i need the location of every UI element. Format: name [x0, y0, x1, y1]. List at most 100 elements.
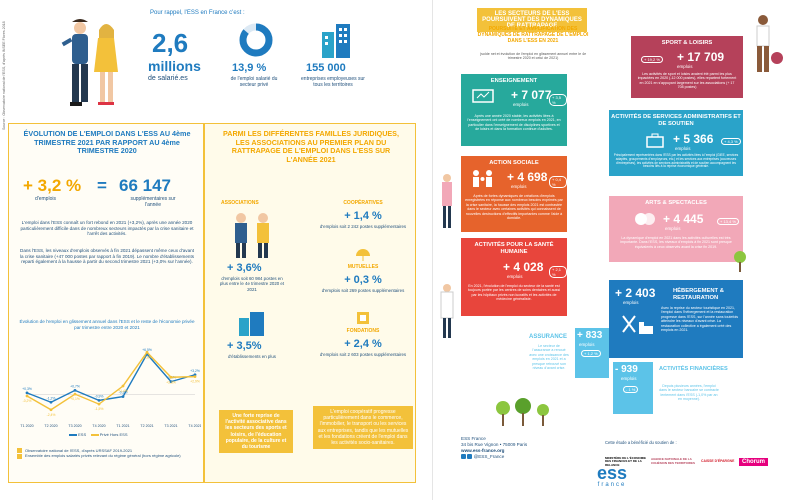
- sector-finance-value: - 939: [615, 364, 638, 375]
- evolution-section: ÉVOLUTION DE L'EMPLOI DANS L'ESS AU 4ème…: [8, 123, 204, 483]
- sector-enseignement-value: + 7 077: [511, 88, 552, 102]
- sector-finance-name: ACTIVITÉS FINANCIÈRES: [659, 366, 728, 372]
- sector-hebergement-name: HÉBERGEMENT & RESTAURATION: [673, 288, 724, 301]
- data-label: -0,9%: [95, 394, 104, 398]
- sector-finance-unit: emplois: [621, 376, 637, 381]
- evolution-line-chart: T1 2020 T2 2020 T3 2020 T4 2020 T1 2021 T2 20…: [20, 348, 201, 428]
- data-point: [49, 400, 53, 404]
- mutuelles-pct: + 0,3 %: [344, 274, 382, 286]
- x-tick-label: T2 2020: [44, 424, 57, 428]
- legend-swatch-prive: [90, 433, 99, 436]
- buildings-icon: [322, 24, 350, 58]
- data-label: +3,2%: [190, 369, 200, 373]
- legend-ess: ESS: [78, 432, 87, 437]
- sector-assurance-badge: + 833 emplois + 1,2 %: [575, 328, 609, 378]
- sector-services: ACTIVITÉS DE SERVICES ADMINISTRATIFS ET …: [609, 110, 743, 176]
- logo-france: france: [597, 482, 627, 488]
- evolution-pct: + 3,2 %: [23, 176, 82, 195]
- data-point: [97, 398, 101, 402]
- data-point: [169, 380, 173, 384]
- data-label: +6,5%: [142, 348, 152, 352]
- sector-arts-name: ARTS & SPECTACLES: [645, 200, 707, 206]
- x-tick-label: T4 2021: [188, 424, 201, 428]
- sector-finance-pct: - 1 %: [623, 386, 639, 393]
- evolution-para-1: L'emploi dans l'ESS connaît un fort rebo…: [20, 220, 194, 237]
- note-1: Observatoire national de l'ESS, d'après …: [17, 448, 197, 454]
- sector-action-sociale-unit: emplois: [511, 184, 527, 189]
- data-point: [193, 375, 197, 379]
- sectors-note: (solde net et évolution de l'emploi en g…: [479, 52, 587, 61]
- board-icon: [472, 89, 494, 103]
- associations-desc: d'emplois soit 60 984 postes en plus ent…: [219, 276, 285, 292]
- cooperatives-desc: d'emplois soit 2 242 postes supplémentai…: [319, 224, 407, 229]
- series-line-0: [26, 352, 196, 404]
- evolution-count-unit: supplémentaires sur l'année: [130, 196, 176, 208]
- establishments-desc: d'établissements en plus: [228, 354, 276, 359]
- donut-chart-icon: [239, 23, 273, 57]
- data-point: [121, 395, 125, 399]
- umbrella-icon: [356, 249, 370, 261]
- data-label: +6,8%: [142, 355, 152, 359]
- sector-assurance-pct: + 1,2 %: [581, 350, 601, 357]
- sponsor-text: Cette étude a bénéficié du soutien de :: [605, 440, 677, 445]
- associations-pct: + 3,6%: [227, 262, 262, 274]
- stat-share-value: 13,9 %: [232, 62, 267, 74]
- stat-salaries-sub: de salarié.es: [148, 75, 188, 82]
- data-point: [73, 388, 77, 392]
- evolution-count: 66 147: [119, 176, 171, 195]
- sector-sport-unit: emplois: [677, 64, 693, 69]
- sector-sante: ACTIVITÉS POUR LA SANTÉ HUMAINE + 4 028 …: [461, 238, 567, 316]
- masks-icon: [635, 213, 655, 225]
- sector-sport: SPORT & LOISIRS + 17 709 emplois + 19,2 …: [631, 36, 743, 98]
- stat-enterprises-value: 155 000: [306, 62, 346, 74]
- sector-enseignement-unit: emplois: [513, 102, 529, 107]
- sectors-subtitle: POURSUITE ET AMPLIFICATION DES DYNAMIQUE…: [477, 26, 589, 44]
- sector-enseignement-name: ENSEIGNEMENT: [490, 78, 538, 84]
- sector-services-desc: Principalement représentées dans l'ESS p…: [613, 153, 739, 169]
- sector-action-sociale: ACTION SOCIALE + 4 698 emplois + 0,4 % A…: [461, 156, 567, 232]
- legend-prive: Privé Hors ESS: [99, 432, 128, 437]
- data-point: [25, 391, 29, 395]
- data-point: [169, 375, 173, 379]
- tree-icon: [734, 251, 746, 272]
- sector-arts-unit: emplois: [665, 226, 681, 231]
- notes: Observatoire national de l'ESS, d'après …: [17, 448, 197, 459]
- sector-hebergement: + 2 403 emplois HÉBERGEMENT & RESTAURATI…: [609, 280, 743, 358]
- sector-action-sociale-value: + 4 698: [507, 170, 548, 184]
- x-tick-label: T2 2021: [140, 424, 153, 428]
- data-label: +2,9%: [190, 380, 200, 384]
- establishments-icon: [239, 312, 264, 336]
- sector-assurance-name: ASSURANCE: [529, 334, 568, 340]
- families-section: PARMI LES DIFFÉRENTES FAMILLES JURIDIQUE…: [204, 123, 416, 483]
- basketball-player-illustration: [756, 15, 783, 72]
- associations-label: ASSOCIATIONS: [221, 200, 259, 206]
- sector-hebergement-unit: emplois: [623, 300, 639, 305]
- sector-assurance: ASSURANCE Le secteur de l'assurance a re…: [529, 328, 609, 400]
- stat-enterprises-sub: entreprises employeuses sur tous les ter…: [301, 76, 365, 88]
- stat-share-sub: de l'emploi salarié du secteur privé: [230, 76, 278, 88]
- sector-enseignement: ENSEIGNEMENT + 7 077 emplois + 3,5 % Apr…: [461, 74, 567, 146]
- data-label: +0,7%: [70, 384, 80, 388]
- footer-org: ESS France: [461, 436, 486, 441]
- sector-sport-value: + 17 709: [677, 50, 725, 64]
- sector-assurance-desc: Le secteur de l'assurance a renoué avec …: [529, 344, 569, 371]
- sector-services-unit: emplois: [675, 146, 691, 151]
- sector-hebergement-desc: Avec la reprise du secteur touristique e…: [661, 306, 739, 333]
- data-label: -0,2%: [23, 399, 32, 403]
- stat-salaries-unit: millions: [148, 58, 201, 74]
- mutuelles-label: MUTUELLES: [347, 264, 379, 270]
- footer-web[interactable]: www.ess-france.org: [461, 448, 505, 453]
- sector-sante-desc: En 2021, l'évolution de l'emploi du sect…: [467, 284, 561, 302]
- cooperatives-label: COOPÉRATIVES: [343, 200, 383, 206]
- data-point: [49, 408, 53, 412]
- sector-sport-desc: Les activités de sport et loisirs avaien…: [637, 72, 737, 90]
- chart-legend: ESS Privé Hors ESS: [69, 432, 128, 437]
- sponsor-anct: AGENCE NATIONALE DE LA COHÉSION DES TERR…: [651, 457, 695, 465]
- establishments-pct: + 3,5%: [227, 340, 262, 352]
- sector-services-value: + 5 366: [673, 132, 714, 146]
- sector-finance: - 939 emplois - 1 % ACTIVITÉS FINANCIÈRE…: [609, 362, 743, 434]
- briefcase-icon: [646, 133, 664, 148]
- footer-social-handle[interactable]: @ESS_France: [473, 454, 505, 459]
- logo-ess: ess: [596, 463, 628, 483]
- elderly-person-illustration: [442, 174, 452, 228]
